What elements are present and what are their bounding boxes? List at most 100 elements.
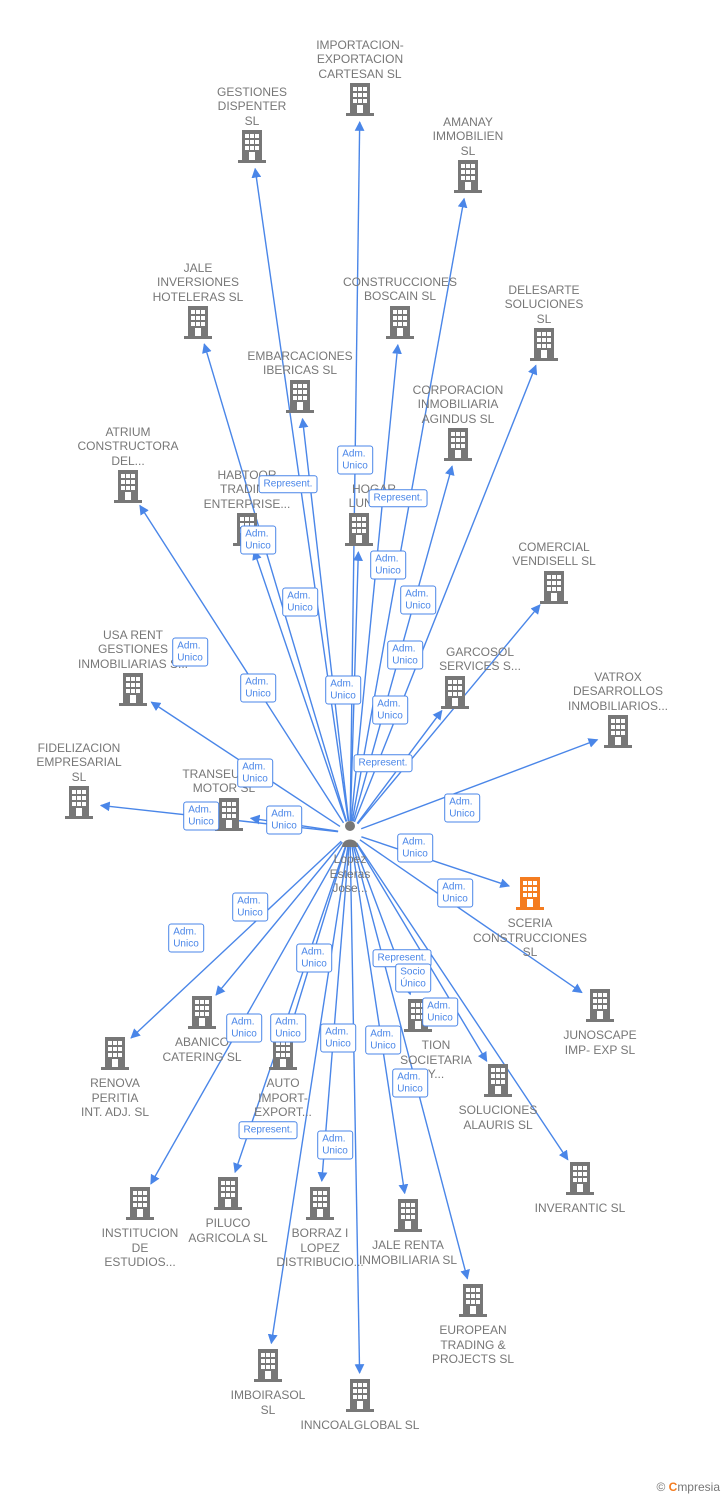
company-node: CORPORACION INMOBILIARIA AGINDUS SL <box>388 381 528 466</box>
company-label: BORRAZ I LOPEZ DISTRIBUCIO... <box>250 1226 390 1269</box>
edge-label: Adm.Unico <box>444 794 480 823</box>
company-node: INVERANTIC SL <box>510 1160 650 1216</box>
company-node: INSTITUCION DE ESTUDIOS... <box>70 1185 210 1270</box>
company-node: EMBARCACIONES IBERICAS SL <box>230 347 370 417</box>
company-label: INNCOALGLOBAL SL <box>290 1418 430 1432</box>
edge-line <box>303 419 349 821</box>
edge-line <box>271 845 348 1343</box>
edge-line <box>354 844 410 994</box>
company-node: RENOVA PERITIA INT. ADJ. SL <box>45 1035 185 1120</box>
edge-line <box>361 740 597 829</box>
company-label: HABTOOR TRADING ENTERPRISE... <box>177 468 317 511</box>
edge-line <box>204 344 346 821</box>
edge-label: Adm.Unico <box>296 944 332 973</box>
company-label: EUROPEAN TRADING & PROJECTS SL <box>403 1323 543 1366</box>
edge-label: Adm.Unico <box>422 998 458 1027</box>
edge-line <box>350 552 358 821</box>
edge-label: SocioÚnico <box>395 964 431 993</box>
company-node: USA RENT GESTIONES INMOBILIARIAS S... <box>63 626 203 711</box>
company-node: ATRIUM CONSTRUCTORA DEL... <box>58 423 198 508</box>
edge-label: Adm.Unico <box>240 674 276 703</box>
edge-label: Adm.Unico <box>397 834 433 863</box>
company-node: AMANAY IMMOBILIEN SL <box>398 113 538 198</box>
edge-line <box>360 840 582 993</box>
edge-line <box>356 843 487 1061</box>
company-node: GARCOSOL SERVICES S... <box>385 643 525 713</box>
company-label: VATROX DESARROLLOS INMOBILIARIOS... <box>548 670 688 713</box>
edge-label: Adm.Unico <box>282 588 318 617</box>
copyright-symbol: © <box>656 1480 665 1494</box>
company-node: HABTOOR TRADING ENTERPRISE... <box>177 466 317 551</box>
edge-line <box>151 702 340 826</box>
edge-label: Adm.Unico <box>387 641 423 670</box>
edge-line <box>254 551 346 822</box>
brand-initial: C <box>669 1480 678 1494</box>
company-label: GARCOSOL SERVICES S... <box>410 645 550 674</box>
company-label: USA RENT GESTIONES INMOBILIARIAS S... <box>63 628 203 671</box>
edge-label: Represent. <box>373 949 432 967</box>
edge-line <box>131 841 341 1038</box>
edge-line <box>358 605 540 824</box>
edge-line <box>322 845 349 1181</box>
company-node: TRANSEUROP MOTOR SL <box>159 765 299 835</box>
edges-layer <box>0 0 728 1500</box>
company-label: AUTO IMPORT- EXPORT... <box>213 1076 353 1119</box>
edge-label: Adm.Unico <box>392 1069 428 1098</box>
edge-label: Represent. <box>354 754 413 772</box>
edge-label: Adm.Unico <box>270 1014 306 1043</box>
company-label: COMERCIAL VENDISELL SL <box>484 540 624 569</box>
company-node: ABANICO CATERING SL <box>132 994 272 1064</box>
company-label: JALE RENTA INMOBILIARIA SL <box>338 1238 478 1267</box>
company-node: SCERIA CONSTRUCCIONES SL <box>460 875 600 960</box>
edge-label: Adm.Unico <box>372 696 408 725</box>
edge-label: Adm.Unico <box>337 446 373 475</box>
network-diagram: © Cmpresia Lopez Esteras Jose... IMPORTAC… <box>0 0 728 1500</box>
edge-label: Represent. <box>239 1121 298 1139</box>
company-label: TION SOCIETARIA Y... <box>366 1038 506 1081</box>
edge-label: Adm.Unico <box>317 1131 353 1160</box>
company-label: ABANICO CATERING SL <box>132 1035 272 1064</box>
center-label: Lopez Esteras Jose... <box>300 852 400 895</box>
company-node: COMERCIAL VENDISELL SL <box>484 538 624 608</box>
company-node: FIDELIZACION EMPRESARIAL SL <box>9 739 149 824</box>
edge-line <box>151 843 344 1183</box>
company-node: TION SOCIETARIA Y... <box>348 997 488 1082</box>
company-label: INVERANTIC SL <box>510 1201 650 1215</box>
edge-label: Adm.Unico <box>237 759 273 788</box>
company-label: FIDELIZACION EMPRESARIAL SL <box>9 741 149 784</box>
edge-label: Adm.Unico <box>266 806 302 835</box>
edge-line <box>235 844 346 1172</box>
company-node: GESTIONES DISPENTER SL <box>182 83 322 168</box>
company-label: PILUCO AGRICOLA SL <box>158 1216 298 1245</box>
company-node: JALE INVERSIONES HOTELERAS SL <box>128 259 268 344</box>
edge-label: Adm.Unico <box>240 526 276 555</box>
company-label: TRANSEUROP MOTOR SL <box>154 767 294 796</box>
edge-label: Represent. <box>259 475 318 493</box>
company-node: JUNOSCAPE IMP- EXP SL <box>530 987 670 1057</box>
edge-line <box>251 818 338 831</box>
company-label: CORPORACION INMOBILIARIA AGINDUS SL <box>388 383 528 426</box>
edge-label: Adm.Unico <box>325 676 361 705</box>
company-node: SOLUCIONES ALAURIS SL <box>428 1062 568 1132</box>
company-label: CONSTRUCCIONES BOSCAIN SL <box>330 275 470 304</box>
edge-label: Adm.Unico <box>437 879 473 908</box>
company-label: JUNOSCAPE IMP- EXP SL <box>530 1028 670 1057</box>
edge-label: Adm.Unico <box>226 1014 262 1043</box>
edge-line <box>352 845 405 1193</box>
footer-credit: © Cmpresia <box>656 1480 720 1494</box>
edge-line <box>350 845 359 1373</box>
edge-label: Adm.Unico <box>172 638 208 667</box>
brand-rest: mpresia <box>677 1480 720 1494</box>
company-node: VATROX DESARROLLOS INMOBILIARIOS... <box>548 668 688 753</box>
company-node: IMBOIRASOL SL <box>198 1347 338 1417</box>
edge-line <box>357 843 568 1160</box>
edge-line <box>289 844 346 1031</box>
edge-line <box>255 169 348 821</box>
edge-line <box>351 345 398 821</box>
company-node: IMPORTACION- EXPORTACION CARTESAN SL <box>290 36 430 121</box>
company-label: IMPORTACION- EXPORTACION CARTESAN SL <box>290 38 430 81</box>
edge-label: Adm.Unico <box>400 586 436 615</box>
edge-line <box>350 122 360 821</box>
company-label: AMANAY IMMOBILIEN SL <box>398 115 538 158</box>
company-label: IMBOIRASOL SL <box>198 1388 338 1417</box>
